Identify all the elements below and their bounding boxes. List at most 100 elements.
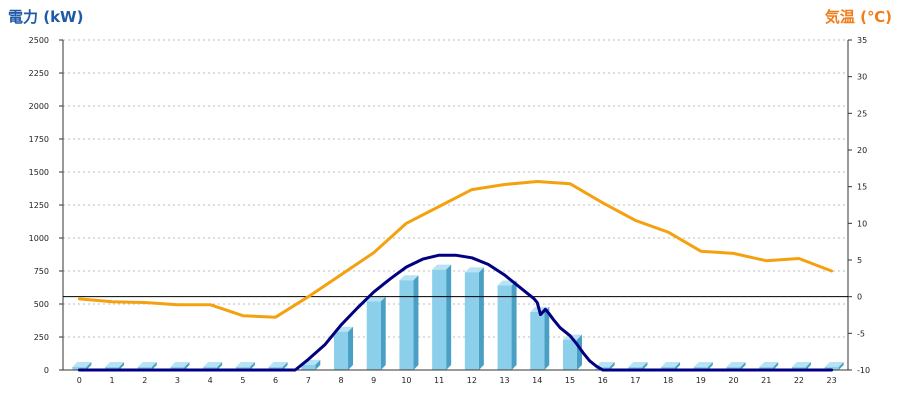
bar-side [773,362,779,370]
bar-top [661,362,681,367]
bar [562,339,577,370]
right-tick-label: -10 [857,366,870,375]
x-tick-label: 6 [273,376,278,385]
x-tick-label: 5 [240,376,245,385]
left-tick-label: 1500 [29,168,49,177]
bar-top [824,362,844,367]
x-tick-label: 12 [467,376,477,385]
tick-labels: 02505007501000125015001750200022502500-1… [29,36,870,385]
bars [72,264,844,370]
bar-side [707,362,713,370]
power-line [77,253,834,372]
left-tick-label: 2000 [29,102,49,111]
right-tick-label: 10 [857,219,867,228]
right-tick-label: -5 [857,329,865,338]
x-tick-label: 18 [663,376,673,385]
bar-side [838,362,844,370]
left-tick-label: 2500 [29,36,49,45]
bar [432,269,447,370]
bar-side [413,275,419,370]
x-tick-label: 20 [728,376,738,385]
left-tick-label: 500 [34,300,49,309]
bar-top [268,362,288,367]
bar-side [478,267,484,370]
right-tick-label: 35 [857,36,867,45]
lines [77,180,834,372]
bar-side [642,362,648,370]
temperature-line [77,180,834,319]
bar-top [137,362,157,367]
left-tick-label: 1250 [29,201,49,210]
x-tick-label: 11 [434,376,444,385]
left-axis-title: 電力 (kW) [8,8,84,26]
left-tick-label: 1750 [29,135,49,144]
grid [63,39,848,338]
x-tick-label: 23 [827,376,837,385]
bar [366,301,381,370]
bar-top [105,362,125,367]
bar [72,367,87,370]
x-tick-label: 19 [696,376,706,385]
right-tick-label: 15 [857,183,867,192]
x-tick-label: 1 [110,376,115,385]
x-tick-label: 13 [499,376,509,385]
x-tick-label: 2 [142,376,147,385]
x-tick-label: 7 [306,376,311,385]
bar-side [348,326,354,370]
bar-side [282,362,288,370]
bar-side [119,362,125,370]
bar-side [544,306,550,370]
x-tick-label: 21 [761,376,771,385]
bar-top [726,362,746,367]
bar [399,280,414,370]
bar-top [759,362,779,367]
x-tick-label: 15 [565,376,575,385]
bar-side [217,362,223,370]
x-tick-label: 3 [175,376,180,385]
x-tick-label: 17 [630,376,640,385]
bar-side [184,362,190,370]
bar-side [740,362,746,370]
bar [464,272,479,370]
left-tick-label: 250 [34,333,49,342]
bar-side [249,362,255,370]
bar-top [628,362,648,367]
left-tick-label: 0 [44,366,49,375]
x-tick-label: 9 [371,376,376,385]
bar-side [315,359,321,370]
bar-top [235,362,255,367]
bar-top [170,362,190,367]
bar-top [595,362,615,367]
bar-top [203,362,223,367]
bar [497,285,512,370]
right-tick-label: 30 [857,73,867,82]
bar-side [151,362,157,370]
x-tick-label: 4 [208,376,213,385]
bar [824,367,839,370]
right-axis-title: 気温 (℃) [824,8,892,26]
bar-top [693,362,713,367]
right-tick-label: 0 [857,293,862,302]
right-tick-label: 20 [857,146,867,155]
bar-top [399,275,419,281]
right-tick-label: 5 [857,256,862,265]
bar [334,331,349,370]
bar-top [432,264,452,270]
left-tick-label: 1000 [29,234,49,243]
bar-side [805,362,811,370]
bar-side [675,362,681,370]
bar-side [86,362,92,370]
left-tick-label: 2250 [29,69,49,78]
x-tick-label: 0 [77,376,82,385]
bar-top [791,362,811,367]
bar [530,311,545,370]
bar-side [609,362,615,370]
left-tick-label: 750 [34,267,49,276]
bar [301,364,316,370]
bar-side [511,280,517,370]
bar-side [446,264,452,370]
right-tick-label: 25 [857,109,867,118]
bar-top [72,362,92,367]
x-tick-label: 8 [338,376,343,385]
